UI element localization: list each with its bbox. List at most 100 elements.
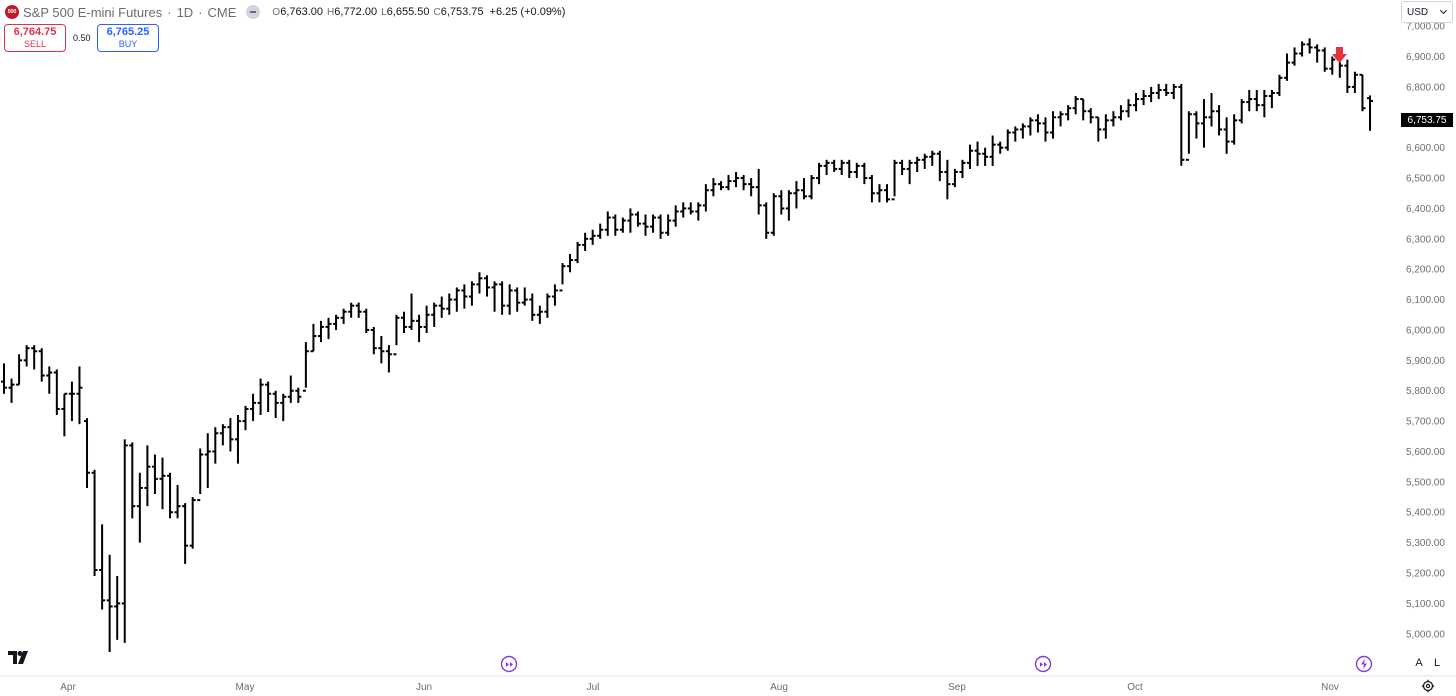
ohlc-bar [891, 159, 898, 201]
ohlc-bar [1216, 105, 1223, 136]
ohlc-bar [61, 392, 68, 437]
ohlc-bar [921, 153, 928, 169]
ohlc-bar [868, 175, 875, 203]
ohlc-bar [212, 427, 219, 464]
buy-button[interactable]: 6,765.25 BUY [97, 24, 159, 52]
time-axis-tick-label: Aug [770, 682, 788, 693]
price-axis[interactable]: 5,000.00 5,100.00 5,200.00 5,300.00 5,400.00… [1406, 22, 1445, 641]
price-axis-tick-label: 7,000.00 [1406, 22, 1445, 33]
ohlc-bar [272, 390, 279, 419]
ohlc-bar [250, 393, 257, 422]
ohlc-bar [899, 159, 906, 176]
ohlc-bar [582, 232, 589, 251]
ohlc-bar [1367, 95, 1373, 131]
log-scale-button[interactable]: L [1433, 657, 1441, 669]
time-axis[interactable]: Apr May Jun Jul Aug Sep Oct Nov [60, 682, 1339, 693]
ohlc-bar [378, 336, 385, 364]
ohlc-bar [99, 524, 106, 610]
ohlc-bar [778, 190, 785, 215]
ohlc-bar [1283, 53, 1290, 81]
ohlc-bar [114, 576, 121, 640]
ohlc-bar [1268, 89, 1275, 109]
ohlc-bar [846, 159, 853, 179]
ohlc-bar [604, 211, 611, 236]
sell-button[interactable]: 6,764.75 SELL [4, 24, 66, 52]
ohlc-bar [91, 469, 98, 577]
ohlc-bar [84, 418, 91, 488]
ohlc-bar [1314, 44, 1321, 63]
ohlc-bar [151, 454, 158, 495]
change-value: +6.25 (+0.09%) [489, 6, 566, 18]
open-key: O [272, 6, 281, 18]
ohlc-bar [1155, 83, 1162, 100]
ohlc-bar [446, 293, 453, 315]
price-axis-tick-label: 5,700.00 [1406, 417, 1445, 428]
buy-price: 6,765.25 [106, 26, 150, 38]
ohlc-bar [333, 314, 340, 330]
price-axis-tick-label: 5,100.00 [1406, 599, 1445, 610]
hide-legend-icon[interactable] [246, 5, 261, 19]
ohlc-bar [1170, 83, 1177, 100]
sell-label: SELL [23, 39, 47, 49]
ohlc-bar [355, 302, 362, 318]
ohlc-bar [514, 287, 521, 312]
ohlc-bar [363, 308, 370, 333]
ohlc-bar [1140, 89, 1147, 106]
close-key: C [433, 6, 441, 18]
settings-gear-icon[interactable] [1421, 679, 1435, 693]
ohlc-bar [1133, 92, 1140, 112]
close-value: 6,753.75 [440, 6, 484, 18]
price-axis-tick-label: 5,300.00 [1406, 538, 1445, 549]
ohlc-bar [1306, 38, 1313, 54]
ohlc-bar [1087, 108, 1094, 124]
sell-price: 6,764.75 [13, 26, 57, 38]
ohlc-bar [1329, 56, 1336, 75]
ohlc-bar [944, 159, 951, 200]
ohlc-bar [1110, 111, 1117, 127]
auto-scale-button[interactable]: A [1415, 657, 1423, 669]
ohlc-bar [559, 263, 566, 292]
ohlc-bar [770, 193, 777, 236]
ohlc-bar [400, 311, 407, 333]
symbol-logo-icon[interactable]: 500 [5, 5, 19, 19]
ohlc-bar [76, 366, 83, 425]
symbol-name[interactable]: S&P 500 E-mini Futures [23, 4, 163, 20]
dividend-event-icon[interactable] [500, 655, 518, 673]
ohlc-bar [831, 159, 838, 172]
ohlc-bar [914, 156, 921, 172]
price-axis-tick-label: 6,100.00 [1406, 295, 1445, 306]
separator: · [198, 4, 203, 20]
ohlc-bar [144, 445, 151, 507]
ohlc-bar [665, 214, 672, 236]
ohlc-bar [816, 162, 823, 185]
tradingview-logo-icon[interactable] [8, 651, 32, 664]
interval-label[interactable]: 1D [176, 4, 194, 20]
time-axis-tick-label: Sep [948, 682, 966, 693]
ohlc-bar [1359, 73, 1366, 112]
ohlc-bar [551, 284, 558, 306]
ohlc-bar [302, 342, 309, 392]
ohlc-bar [1102, 114, 1109, 139]
dividend-event-icon[interactable] [1034, 655, 1052, 673]
currency-selector[interactable]: USD [1401, 1, 1453, 23]
ohlc-bar [793, 181, 800, 209]
ohlc-bar [800, 178, 807, 200]
ohlc-bar [340, 308, 347, 324]
lightning-event-icon[interactable] [1355, 655, 1373, 673]
price-axis-tick-label: 5,000.00 [1406, 629, 1445, 640]
ohlc-bar [1193, 111, 1200, 139]
ohlc-bar [484, 275, 491, 297]
ohlc-bar [1095, 116, 1102, 142]
ohlc-bar [634, 211, 641, 227]
time-axis-tick-label: Oct [1127, 682, 1143, 693]
ohlc-bar [174, 484, 181, 519]
ohlc-bar [974, 141, 981, 166]
ohlc-bar [8, 378, 15, 403]
time-axis-tick-label: Apr [60, 682, 76, 693]
ohlc-bar [936, 150, 943, 182]
last-price-label: 6,753.75 [1401, 113, 1453, 127]
ohlc-bar [280, 393, 287, 422]
ohlc-bar [242, 405, 249, 431]
